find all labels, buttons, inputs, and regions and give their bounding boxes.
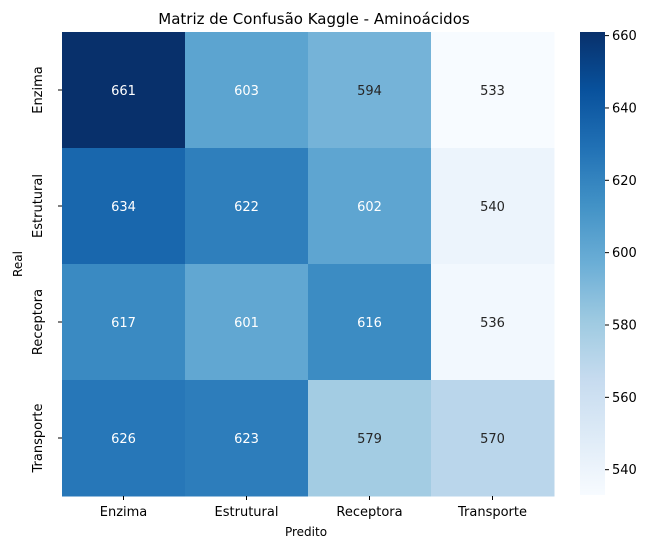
colorbar-tick-label: 620 <box>612 174 637 189</box>
cell-value-label: 623 <box>234 432 259 447</box>
heatmap-cell <box>62 380 186 497</box>
cell-value-label: 626 <box>111 432 136 447</box>
y-axis-ticks: Enzima Estrutural Receptora Transporte <box>31 66 62 474</box>
heatmap-cell <box>431 32 555 149</box>
heatmap-cell <box>431 380 555 497</box>
colorbar-tick-label: 580 <box>612 318 637 333</box>
cell-value-label: 570 <box>480 432 505 447</box>
cell-value-label: 540 <box>480 200 505 215</box>
x-tick-label: Estrutural <box>215 505 279 520</box>
cell-value-label: 533 <box>480 84 505 99</box>
heatmap-cell <box>185 380 309 497</box>
chart-title: Matriz de Confusão Kaggle - Aminoácidos <box>158 10 470 28</box>
heatmap-cell <box>308 148 432 265</box>
x-tick-label: Transporte <box>457 505 527 520</box>
heatmap-cell <box>62 148 186 265</box>
x-tick-label: Enzima <box>100 505 148 520</box>
heatmap-cell <box>431 148 555 265</box>
y-tick-label: Receptora <box>31 289 46 355</box>
colorbar-tick-label: 640 <box>612 101 637 116</box>
x-axis-label: Predito <box>285 525 327 539</box>
y-tick-label: Transporte <box>31 403 46 473</box>
cell-value-label: 634 <box>111 200 136 215</box>
colorbar <box>580 32 605 495</box>
y-axis-label: Real <box>11 251 25 277</box>
heatmap-cell <box>431 264 555 381</box>
cell-value-label: 579 <box>357 432 382 447</box>
heatmap-cell <box>308 32 432 149</box>
cell-value-label: 617 <box>111 316 136 331</box>
x-axis-ticks: Enzima Estrutural Receptora Transporte <box>100 496 527 520</box>
cell-value-label: 601 <box>234 316 259 331</box>
colorbar-tick-label: 560 <box>612 391 637 406</box>
x-tick-label: Receptora <box>336 505 402 520</box>
heatmap-cell <box>185 264 309 381</box>
heatmap-cell <box>185 32 309 149</box>
cell-value-label: 622 <box>234 200 259 215</box>
cell-value-label: 616 <box>357 316 382 331</box>
colorbar-tick-label: 660 <box>612 29 637 44</box>
y-tick-label: Estrutural <box>31 174 46 238</box>
cell-value-label: 661 <box>111 84 136 99</box>
colorbar-tick-label: 540 <box>612 463 637 478</box>
y-tick-label: Enzima <box>31 66 46 114</box>
heatmap-cells: 661 603 594 533 634 622 602 540 617 601 616 536 626 6… <box>62 32 555 497</box>
heatmap-cell <box>308 380 432 497</box>
cell-value-label: 602 <box>357 200 382 215</box>
cell-value-label: 603 <box>234 84 259 99</box>
heatmap-cell <box>185 148 309 265</box>
heatmap-cell <box>62 264 186 381</box>
heatmap-cell <box>62 32 186 149</box>
colorbar-tick-label: 600 <box>612 246 637 261</box>
heatmap-cell <box>308 264 432 381</box>
cell-value-label: 594 <box>357 84 382 99</box>
cell-value-label: 536 <box>480 316 505 331</box>
colorbar-ticks: 540 560 580 600 620 640 660 <box>605 29 637 478</box>
